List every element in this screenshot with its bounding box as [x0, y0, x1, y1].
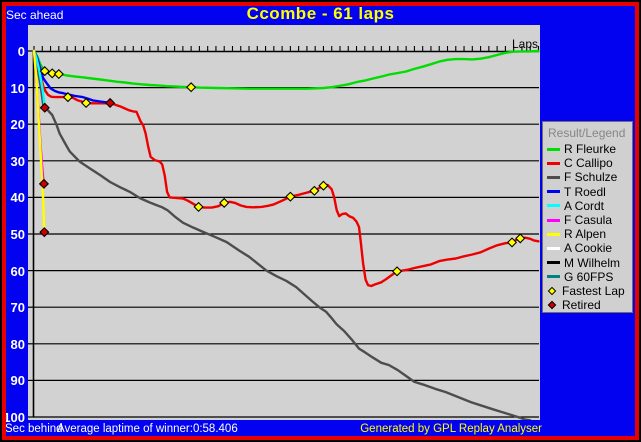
legend-item-label: F Casula	[564, 213, 613, 228]
legend-diamond-icon	[547, 286, 557, 296]
legend-item-g-60fps: G 60FPS	[547, 270, 632, 284]
legend-item-m-wilhelm: M Wilhelm	[547, 256, 632, 270]
series-line-r-fleurke	[32, 49, 540, 90]
y-axis-label-40: 40	[10, 190, 25, 206]
fastest-lap-marker	[391, 266, 403, 277]
y-axis-label-30: 30	[10, 153, 25, 169]
legend-item-label: F Schulze	[564, 170, 618, 185]
legend-box: Result/Legend R Fleurke C Callipo F Schulz…	[542, 121, 633, 313]
fastest-lap-marker	[318, 180, 329, 191]
legend-item-label: Fastest Lap	[562, 283, 625, 298]
fastest-lap-marker	[219, 197, 230, 208]
plot-area	[28, 25, 540, 420]
legend-line-swatch-icon	[547, 246, 560, 250]
y-axis-label-90: 90	[10, 373, 25, 389]
series-line-r-alpen	[32, 49, 46, 234]
y-axis-label-20: 20	[10, 117, 25, 133]
fastest-lap-marker	[309, 185, 320, 196]
legend-line-swatch-icon	[547, 161, 560, 165]
avg-laptime-text: Average laptime of winner:0:58.406	[57, 423, 238, 435]
x-axis-title: Laps	[511, 37, 538, 51]
series-line-a-cordt	[32, 49, 46, 109]
fastest-lap-marker	[193, 201, 204, 212]
fastest-lap-marker	[506, 237, 518, 248]
chart-title: Ccombe - 61 laps	[246, 4, 395, 23]
fastest-lap-marker	[285, 191, 296, 202]
series-line-c-callipo	[32, 49, 540, 288]
fastest-lap-marker	[81, 97, 92, 109]
retired-marker	[38, 178, 50, 189]
fastest-lap-marker	[515, 233, 526, 244]
credit-text: Generated by GPL Replay Analyser	[360, 423, 542, 435]
legend-line-swatch-icon	[547, 218, 560, 222]
fastest-lap-marker	[53, 68, 64, 80]
y-axis-label-60: 60	[10, 263, 25, 279]
legend-line-swatch-icon	[547, 232, 560, 236]
legend-title: Result/Legend	[548, 126, 626, 140]
fastest-lap-marker	[186, 82, 197, 93]
series-line-t-roedl	[32, 49, 112, 105]
fastest-lap-marker	[47, 68, 58, 79]
y-axis-label-100: 100	[3, 410, 25, 425]
sec-behind-label: Sec behind	[5, 423, 63, 435]
legend-diamond-icon	[547, 300, 557, 310]
legend-line-swatch-icon	[547, 190, 560, 194]
y-axis-label-80: 80	[10, 336, 25, 352]
y-axis-label-0: 0	[17, 44, 25, 59]
legend-item-label: G 60FPS	[564, 269, 614, 284]
fastest-lap-marker	[62, 92, 73, 103]
legend-item-r-alpen: R Alpen	[547, 227, 632, 241]
y-axis-labels: 0 10 20 30 40 50 60 70 80 90 100	[0, 0, 26, 442]
legend-item-label: R Fleurke	[564, 142, 617, 157]
legend-item-label: C Callipo	[564, 156, 613, 171]
y-axis-label-10: 10	[10, 80, 25, 96]
legend-item-f-schulze: F Schulze	[547, 170, 632, 184]
race-gap-chart	[28, 46, 540, 420]
legend-item-t-roedl: T Roedl	[547, 185, 632, 199]
series-line-f-schulze	[32, 49, 532, 420]
legend-item-f-casula: F Casula	[547, 213, 632, 227]
legend-line-swatch-icon	[547, 175, 560, 179]
legend-line-swatch-icon	[547, 275, 560, 279]
legend-item-label: R Alpen	[564, 227, 607, 242]
legend-item-label: M Wilhelm	[564, 255, 620, 270]
legend-item-retired: Retired	[547, 298, 632, 312]
y-axis-label-50: 50	[10, 227, 25, 242]
legend-item-c-callipo: C Callipo	[547, 156, 632, 170]
sec-ahead-label: Sec ahead	[6, 8, 64, 22]
legend-line-swatch-icon	[547, 204, 560, 208]
retired-marker	[39, 102, 50, 113]
legend-item-label: Retired	[562, 298, 601, 313]
y-axis-label-70: 70	[10, 300, 25, 316]
legend-item-a-cordt: A Cordt	[547, 199, 632, 213]
status-bar: Sec behind Average laptime of winner:0:5…	[0, 421, 641, 437]
legend-item-r-fleurke: R Fleurke	[547, 142, 632, 156]
legend-line-swatch-icon	[547, 261, 560, 265]
legend-item-a-cookie: A Cookie	[547, 241, 632, 255]
legend-line-swatch-icon	[547, 147, 560, 151]
legend-item-label: A Cordt	[564, 198, 605, 213]
legend-items: R Fleurke C Callipo F Schulze T Roedl A Cord…	[547, 142, 632, 312]
legend-item-fastest-lap: Fastest Lap	[547, 284, 632, 298]
retired-marker	[105, 97, 116, 109]
fastest-lap-marker	[39, 66, 50, 77]
legend-item-label: A Cookie	[564, 241, 613, 256]
legend-item-label: T Roedl	[564, 184, 606, 199]
retired-marker	[39, 227, 50, 238]
